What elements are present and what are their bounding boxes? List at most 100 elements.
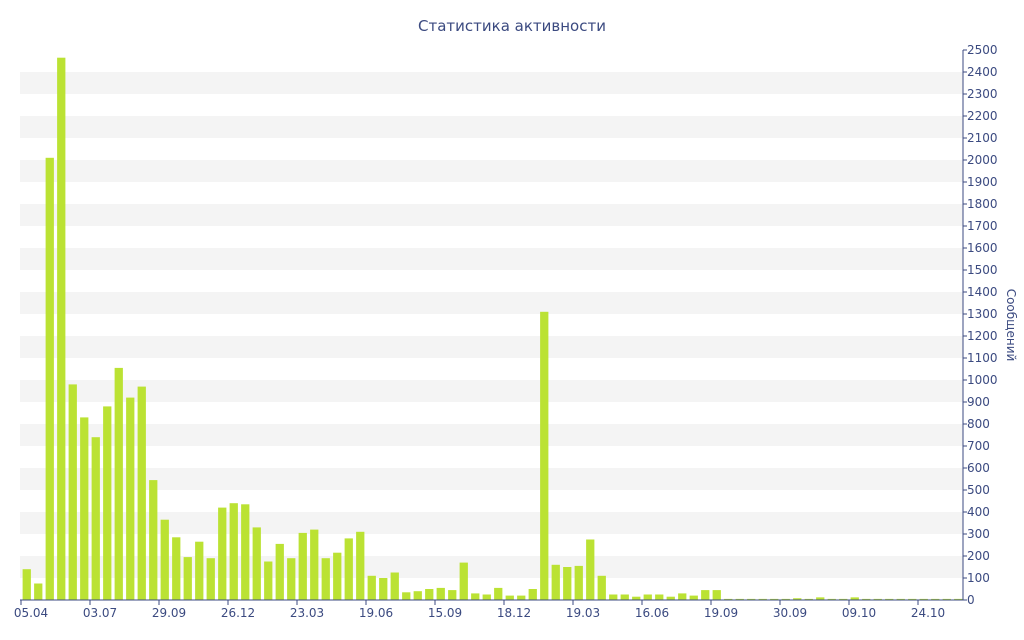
y-tick-label: 100: [967, 571, 990, 585]
bar: [597, 575, 606, 600]
y-axis-label: Сообщений: [1004, 289, 1018, 362]
bar: [287, 558, 296, 600]
bar: [471, 593, 480, 600]
y-tick-label: 400: [967, 505, 990, 519]
x-ticks: 05.04 03.07 29.09 26.12 23.03 19.06 15.09 18.12…: [14, 600, 945, 620]
x-tick-label: 05.04: [14, 606, 48, 620]
x-tick-label: 19.03: [566, 606, 600, 620]
bar: [344, 538, 353, 600]
x-tick-label: 03.07: [83, 606, 117, 620]
grid-band: [20, 292, 963, 314]
bar: [551, 564, 560, 600]
x-tick-label: 26.12: [221, 606, 255, 620]
grid-band: [20, 160, 963, 182]
bar: [137, 386, 146, 600]
bar: [448, 590, 457, 600]
grid-band: [20, 336, 963, 358]
y-tick-label: 2100: [967, 131, 998, 145]
bar: [827, 598, 836, 600]
y-tick-label: 1500: [967, 263, 998, 277]
bar: [413, 591, 422, 600]
bar: [114, 367, 123, 600]
bar: [689, 595, 698, 600]
bar: [356, 531, 365, 600]
bar: [367, 575, 376, 600]
grid-band: [20, 248, 963, 270]
bar: [540, 311, 549, 600]
grid-bands: [20, 72, 963, 578]
y-tick-label: 300: [967, 527, 990, 541]
x-tick-label: 23.03: [290, 606, 324, 620]
y-tick-label: 800: [967, 417, 990, 431]
bar: [701, 590, 710, 600]
y-tick-label: 2400: [967, 65, 998, 79]
y-tick-label: 0: [967, 593, 975, 607]
bar: [206, 558, 215, 600]
bar: [862, 598, 871, 600]
y-tick-label: 1100: [967, 351, 998, 365]
bar: [333, 552, 342, 600]
bar: [643, 594, 652, 600]
bar: [758, 598, 767, 600]
bar: [252, 527, 261, 600]
bar: [126, 397, 135, 600]
bar: [563, 567, 572, 600]
x-tick-label: 24.10: [911, 606, 945, 620]
bar: [528, 589, 537, 600]
bar: [724, 598, 733, 600]
y-tick-label: 1600: [967, 241, 998, 255]
bar: [517, 595, 526, 600]
grid-band: [20, 424, 963, 446]
bar: [45, 157, 54, 601]
bar: [241, 504, 250, 600]
bar: [931, 598, 940, 600]
bar: [735, 598, 744, 600]
bar: [379, 578, 388, 600]
bar: [195, 541, 204, 600]
y-tick-label: 500: [967, 483, 990, 497]
x-tick-label: 29.09: [152, 606, 186, 620]
bar: [908, 598, 917, 600]
bar: [942, 598, 951, 600]
x-tick-label: 19.09: [704, 606, 738, 620]
bar: [804, 598, 813, 600]
grid-band: [20, 468, 963, 490]
y-tick-label: 2200: [967, 109, 998, 123]
x-tick-label: 30.09: [773, 606, 807, 620]
grid-band: [20, 204, 963, 226]
x-tick-label: 18.12: [497, 606, 531, 620]
bar: [229, 503, 238, 600]
y-tick-label: 700: [967, 439, 990, 453]
bar: [321, 558, 330, 600]
bar: [264, 561, 273, 600]
y-tick-label: 1300: [967, 307, 998, 321]
bar: [632, 596, 641, 600]
y-tick-label: 1200: [967, 329, 998, 343]
grid-band: [20, 380, 963, 402]
bar: [160, 519, 169, 600]
bar: [390, 572, 399, 600]
bar: [505, 595, 514, 600]
y-tick-label: 1000: [967, 373, 998, 387]
bar: [793, 598, 802, 600]
bar: [482, 594, 491, 600]
bar: [103, 406, 112, 600]
bar: [747, 598, 756, 600]
x-tick-label: 16.06: [635, 606, 669, 620]
bar: [770, 598, 779, 600]
bar: [80, 417, 89, 600]
bar: [494, 587, 503, 600]
x-tick-label: 19.06: [359, 606, 393, 620]
bar: [850, 597, 859, 600]
bar: [183, 557, 192, 600]
bar: [839, 598, 848, 600]
y-tick-label: 1800: [967, 197, 998, 211]
bar: [781, 598, 790, 600]
bar: [436, 587, 445, 600]
bar: [678, 593, 687, 600]
y-ticks: 0 100 200 300 400 500 600 700 800 900 1000 1100 1200…: [963, 43, 998, 607]
bar: [896, 598, 905, 600]
bar: [954, 598, 963, 600]
bar: [275, 543, 284, 600]
